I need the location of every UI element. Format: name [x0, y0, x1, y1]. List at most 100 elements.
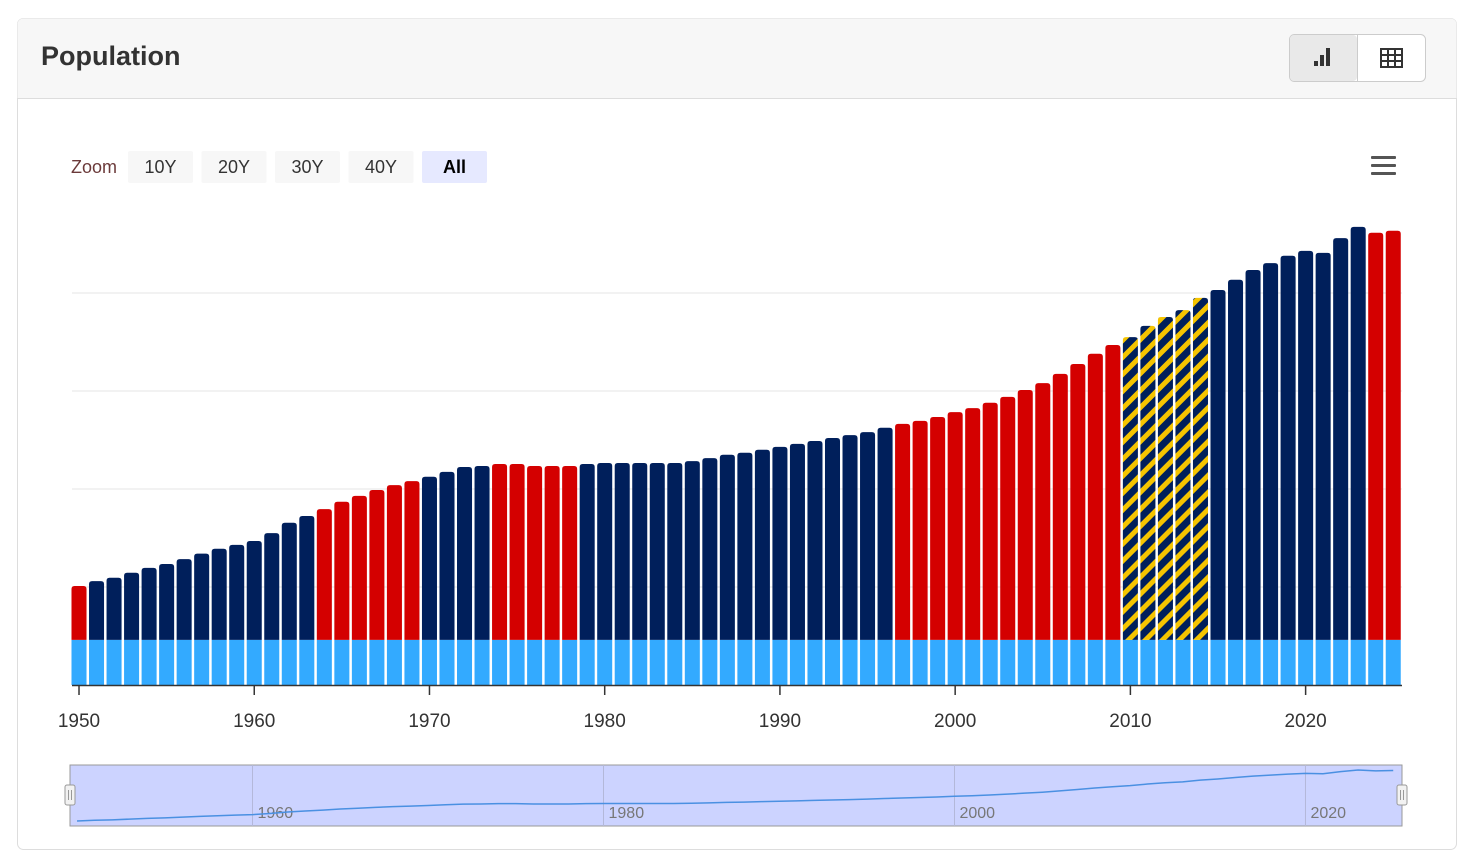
- bar-segment: [1263, 263, 1279, 640]
- bar-segment: [719, 639, 735, 685]
- menu-button[interactable]: [1371, 156, 1396, 175]
- bar-segment: [1350, 226, 1366, 640]
- bar-segment: [1070, 364, 1086, 640]
- bar-segment: [930, 639, 946, 685]
- bar-segment: [457, 466, 473, 640]
- bar-segment: [439, 639, 455, 685]
- bar-segment: [719, 454, 735, 640]
- bar-segment: [1315, 639, 1331, 685]
- zoom-button-label: All: [443, 157, 466, 177]
- bar-segment: [264, 639, 280, 685]
- x-tick-label: 1970: [408, 711, 450, 732]
- bar-segment: [579, 639, 595, 685]
- zoom-button-label: 30Y: [291, 157, 323, 177]
- bar-segment: [141, 639, 157, 685]
- bar-segment: [649, 639, 665, 685]
- bar-segment: [1017, 390, 1033, 640]
- bar-segment: [1298, 250, 1314, 640]
- bar-segment: [1368, 232, 1384, 640]
- bar-segment: [789, 443, 805, 640]
- card-header: [17, 18, 1457, 99]
- table-view-button[interactable]: [1358, 35, 1425, 81]
- bar-segment: [351, 639, 367, 685]
- bar-segment: [89, 639, 105, 685]
- bar-segment: [807, 440, 823, 640]
- zoom-button[interactable]: All: [422, 151, 487, 183]
- bar-segment: [562, 639, 578, 685]
- bar-segment: [1175, 310, 1191, 640]
- bar-segment: [754, 639, 770, 685]
- navigator-bg: [69, 764, 1403, 827]
- zoom-button[interactable]: 40Y: [348, 151, 414, 183]
- bar-segment: [877, 427, 893, 640]
- bar-segment: [106, 577, 122, 640]
- zoom-label: Zoom: [71, 157, 117, 177]
- zoom-button-label: 40Y: [365, 157, 397, 177]
- bar-segment: [492, 464, 508, 640]
- zoom-button[interactable]: 30Y: [275, 151, 340, 183]
- bar-segment: [1298, 639, 1314, 685]
- zoom-button-label: 10Y: [144, 157, 176, 177]
- navigator-tick-label: 2000: [959, 805, 995, 822]
- bar-segment: [334, 639, 350, 685]
- bar-segment: [1245, 269, 1261, 640]
- bar-segment: [877, 639, 893, 685]
- bar-segment: [860, 639, 876, 685]
- bar-segment: [807, 639, 823, 685]
- bar-segment: [1280, 639, 1296, 685]
- bar-segment: [632, 463, 648, 640]
- bar-segment: [194, 639, 210, 685]
- navigator-handle[interactable]: [1396, 784, 1408, 806]
- handle-body: [64, 784, 76, 806]
- bar-segment: [1122, 337, 1138, 640]
- bar-segment: [1070, 639, 1086, 685]
- bar-segment: [1000, 396, 1016, 640]
- bar-segment: [316, 639, 332, 685]
- zoom-buttons: 10Y 20Y 30Y 40Y All: [128, 151, 487, 183]
- table-icon: [1380, 48, 1403, 68]
- bar-segment: [667, 463, 683, 640]
- bar-segment: [1157, 639, 1173, 685]
- bar-segment: [229, 544, 245, 640]
- bar-segment: [264, 533, 280, 640]
- bar-segment: [824, 639, 841, 685]
- bar-segment: [176, 559, 192, 640]
- zoom-button[interactable]: 20Y: [201, 151, 267, 183]
- bar-segment: [527, 639, 543, 685]
- bar-segment: [1333, 639, 1349, 685]
- bar-segment: [597, 639, 613, 685]
- bar-segment: [89, 581, 105, 640]
- bar-segment: [737, 639, 753, 685]
- navigator: 1960 1980 2000 2020: [64, 764, 1408, 827]
- bar-segment: [404, 481, 420, 640]
- bar-segment: [316, 509, 332, 640]
- bar-segment: [211, 639, 227, 685]
- handle-body: [1396, 784, 1408, 806]
- bar-segment: [334, 501, 350, 640]
- zoom-button[interactable]: 10Y: [128, 151, 193, 183]
- bar-segment: [1035, 639, 1051, 685]
- bar-segment: [1087, 353, 1103, 640]
- bar-segment: [246, 639, 262, 685]
- bar-segment: [1052, 639, 1068, 685]
- bar-segment: [895, 423, 911, 640]
- bar-segment: [1052, 373, 1068, 640]
- bar-segment: [1192, 639, 1208, 685]
- bar-segment: [737, 452, 753, 640]
- bar-segment: [824, 438, 841, 640]
- bar-segment: [1105, 344, 1121, 640]
- bar-segment: [1280, 255, 1296, 640]
- navigator-line: [76, 769, 1394, 822]
- bar-segment: [912, 639, 928, 685]
- bar-segment: [1140, 325, 1156, 640]
- bar-segment: [1140, 639, 1156, 685]
- bar-segment: [421, 476, 437, 640]
- bar-segment: [211, 548, 227, 640]
- navigator-handle[interactable]: [64, 784, 76, 806]
- bar-segment: [702, 458, 718, 640]
- bar-segment: [194, 553, 210, 640]
- bar-segment: [1087, 639, 1103, 685]
- x-tick-label: 1980: [584, 711, 626, 732]
- bar-segment: [1210, 290, 1226, 640]
- bar-segment: [684, 461, 700, 640]
